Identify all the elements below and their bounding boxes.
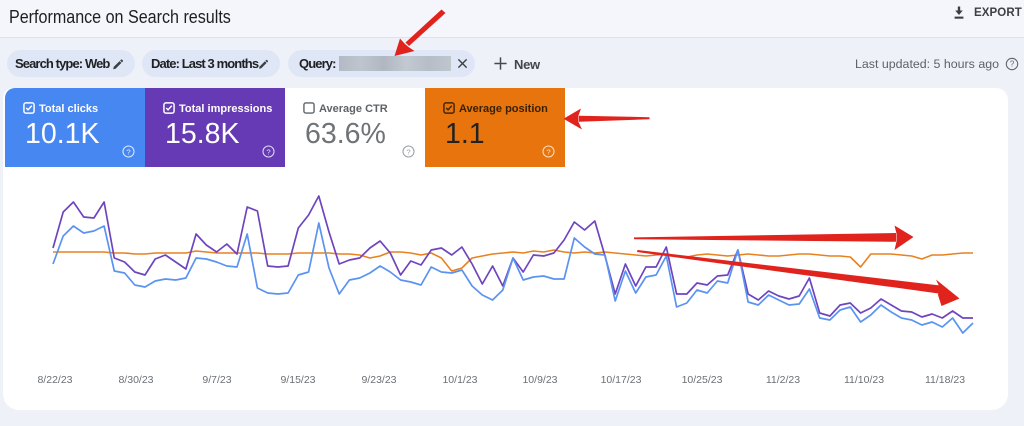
svg-text:?: ? xyxy=(126,147,130,156)
svg-text:?: ? xyxy=(1010,60,1015,69)
svg-text:?: ? xyxy=(406,147,410,156)
svg-text:?: ? xyxy=(266,147,270,156)
svg-text:?: ? xyxy=(546,147,550,156)
